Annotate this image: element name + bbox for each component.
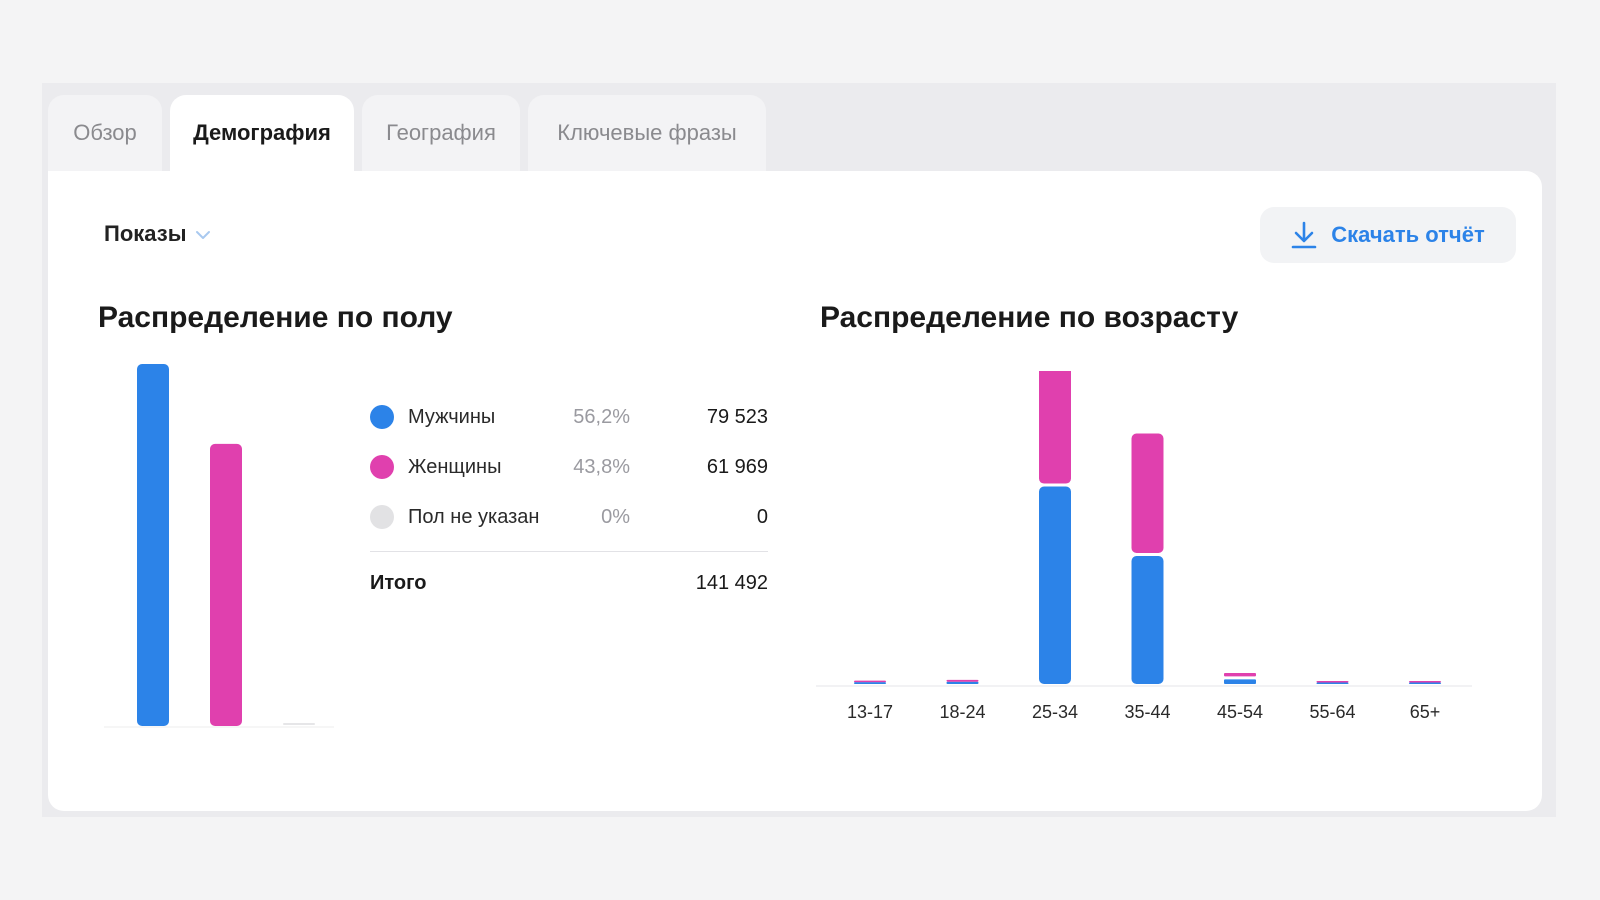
legend-total-row: Итого 141 492	[370, 552, 768, 604]
age-bar-segment[interactable]	[946, 679, 979, 682]
age-bar-segment[interactable]	[1039, 371, 1071, 484]
demography-widget: Обзор Демография География Ключевые фраз…	[42, 83, 1556, 817]
tab-demography[interactable]: Демография	[170, 95, 354, 171]
download-report-label: Скачать отчёт	[1331, 222, 1485, 247]
age-bar-segment[interactable]	[1224, 679, 1256, 684]
gender-legend: Мужчины 56,2% 79 523 Женщины 43,8% 61 96…	[370, 393, 768, 604]
legend-label: Женщины	[408, 456, 502, 478]
gender-bar[interactable]	[137, 364, 169, 726]
age-bar-segment[interactable]	[946, 681, 979, 684]
tab-overview[interactable]: Обзор	[48, 95, 162, 171]
legend-percent: 56,2%	[573, 406, 630, 428]
tab-keywords[interactable]: Ключевые фразы	[528, 95, 766, 171]
age-tick-label: 35-44	[1124, 702, 1170, 722]
content-panel: Показы Скачать отчёт Распределение по по…	[48, 171, 1542, 811]
legend-percent: 43,8%	[573, 456, 630, 478]
tab-geography[interactable]: География	[362, 95, 520, 171]
total-label: Итого	[370, 572, 427, 594]
age-bar-segment[interactable]	[1224, 673, 1256, 677]
age-tick-label: 13-17	[847, 702, 893, 722]
age-tick-label: 18-24	[939, 702, 985, 722]
metric-select-label: Показы	[104, 221, 187, 246]
total-value: 141 492	[695, 572, 768, 594]
age-bar-segment[interactable]	[1131, 433, 1164, 554]
gender-section-title: Распределение по полу	[98, 301, 453, 334]
legend-value: 61 969	[706, 456, 768, 478]
download-icon	[1291, 221, 1317, 249]
legend-row-male: Мужчины 56,2% 79 523	[370, 393, 768, 443]
gender-bar-chart	[104, 364, 334, 728]
age-bar-segment[interactable]	[854, 680, 886, 683]
legend-percent: 0%	[601, 506, 630, 528]
legend-divider	[370, 551, 768, 552]
age-bar-segment[interactable]	[1316, 682, 1349, 685]
legend-label: Мужчины	[408, 406, 496, 428]
age-bar-segment[interactable]	[854, 682, 886, 684]
legend-row-female: Женщины 43,8% 61 969	[370, 443, 768, 493]
age-bar-segment[interactable]	[1409, 681, 1441, 683]
age-tick-label: 25-34	[1032, 702, 1078, 722]
gender-bar[interactable]	[283, 723, 315, 725]
unspecified-dot-icon	[370, 505, 394, 529]
legend-label: Пол не указан	[408, 506, 540, 528]
age-bar-segment[interactable]	[1131, 556, 1164, 684]
age-tick-label: 55-64	[1309, 702, 1355, 722]
age-tick-label: 45-54	[1217, 702, 1263, 722]
age-bar-segment[interactable]	[1409, 682, 1441, 685]
legend-value: 79 523	[706, 406, 768, 428]
age-bar-chart: 13-17 18-24 25-34 35-44 45-54 55-64 65+	[816, 371, 1472, 722]
age-tick-label: 65+	[1410, 702, 1441, 722]
metric-select[interactable]: Показы	[104, 221, 211, 247]
download-report-button[interactable]: Скачать отчёт	[1260, 207, 1516, 263]
legend-row-unspecified: Пол не указан 0% 0	[370, 493, 768, 543]
tab-bar: Обзор Демография География Ключевые фраз…	[48, 95, 774, 171]
gender-bar[interactable]	[210, 443, 242, 726]
age-bar-segment[interactable]	[1316, 681, 1349, 683]
age-bar-segment[interactable]	[1039, 486, 1071, 684]
chevron-down-icon	[195, 231, 210, 239]
age-section-title: Распределение по возрасту	[820, 301, 1239, 334]
female-dot-icon	[370, 455, 394, 479]
male-dot-icon	[370, 405, 394, 429]
legend-value: 0	[756, 506, 768, 528]
